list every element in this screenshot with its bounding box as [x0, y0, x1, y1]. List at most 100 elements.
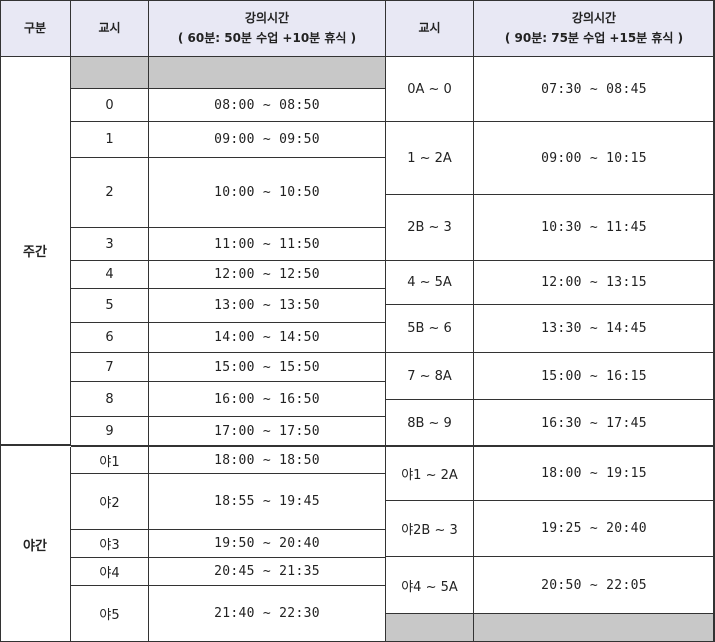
right-period-8: 야2B ~ 3: [386, 501, 474, 557]
left-time-15: 21:40 ~ 22:30: [149, 586, 386, 642]
right-period-6: 8B ~ 9: [386, 400, 474, 447]
right-period-label: 1 ~ 2A: [407, 150, 452, 166]
left-period-4: 3: [71, 228, 149, 261]
right-period-4: 5B ~ 6: [386, 305, 474, 353]
left-period-label: 야5: [99, 608, 120, 623]
header-period-left-label: 교시: [98, 21, 121, 35]
left-period-label: 야2: [99, 496, 120, 511]
left-period-label: 3: [105, 236, 114, 252]
left-period-3: 2: [71, 158, 149, 228]
right-time-3: 12:00 ~ 13:15: [474, 261, 715, 305]
header-time-left: 강의시간 ( 60분: 50분 수업 +10분 휴식 ): [149, 0, 386, 57]
left-time-1: 08:00 ~ 08:50: [149, 89, 386, 122]
right-period-9: 야4 ~ 5A: [386, 557, 474, 614]
left-time-2: 09:00 ~ 09:50: [149, 122, 386, 158]
left-period-12: 야2: [71, 474, 149, 530]
right-time-7: 18:00 ~ 19:15: [474, 447, 715, 501]
right-period-label: 5B ~ 6: [407, 321, 452, 336]
right-period-label: 8B ~ 9: [407, 415, 452, 431]
header-section-label: 구분: [23, 21, 47, 35]
left-period-label: 7: [105, 359, 114, 375]
left-time-label: 18:55 ~ 19:45: [214, 494, 320, 509]
right-period-5: 7 ~ 8A: [386, 353, 474, 400]
left-time-label: 20:45 ~ 21:35: [214, 564, 320, 579]
header-time-right: 강의시간 ( 90분: 75분 수업 +15분 휴식 ): [474, 0, 715, 57]
left-time-9: 16:00 ~ 16:50: [149, 382, 386, 417]
right-period-10: [386, 614, 474, 642]
left-period-label: 1: [105, 132, 114, 147]
left-time-label: 12:00 ~ 12:50: [214, 267, 320, 282]
right-time-6: 16:30 ~ 17:45: [474, 400, 715, 447]
right-time-label: 13:30 ~ 14:45: [541, 321, 647, 336]
header-time-left-title: 강의시간: [244, 11, 290, 25]
section-day: 주간: [0, 57, 71, 445]
left-time-7: 14:00 ~ 14:50: [149, 323, 386, 353]
left-time-5: 12:00 ~ 12:50: [149, 261, 386, 289]
right-time-label: 15:00 ~ 16:15: [541, 368, 647, 384]
right-time-label: 09:00 ~ 10:15: [541, 150, 647, 166]
left-time-label: 08:00 ~ 08:50: [214, 97, 320, 113]
right-time-2: 10:30 ~ 11:45: [474, 195, 715, 261]
header-period-right: 교시: [386, 0, 474, 57]
header-section: 구분: [0, 0, 71, 57]
left-period-label: 야3: [99, 538, 120, 553]
right-time-8: 19:25 ~ 20:40: [474, 501, 715, 557]
right-period-label: 야1 ~ 2A: [401, 468, 458, 483]
left-time-label: 16:00 ~ 16:50: [214, 391, 320, 407]
left-time-label: 17:00 ~ 17:50: [214, 424, 320, 439]
left-time-12: 18:55 ~ 19:45: [149, 474, 386, 530]
section-day-label: 주간: [23, 245, 47, 260]
left-time-label: 18:00 ~ 18:50: [214, 452, 320, 468]
right-period-7: 야1 ~ 2A: [386, 447, 474, 501]
right-period-1: 1 ~ 2A: [386, 122, 474, 195]
right-period-label: 야4 ~ 5A: [401, 579, 458, 595]
section-night: 야간: [0, 447, 71, 642]
left-time-label: 14:00 ~ 14:50: [214, 330, 320, 345]
header-time-left-sub: ( 60분: 50분 수업 +10분 휴식 ): [177, 31, 357, 45]
right-time-label: 12:00 ~ 13:15: [541, 275, 647, 290]
right-period-3: 4 ~ 5A: [386, 261, 474, 305]
left-period-label: 5: [105, 298, 114, 313]
left-period-label: 2: [105, 185, 114, 200]
left-period-6: 5: [71, 289, 149, 323]
header-period-right-label: 교시: [418, 21, 441, 35]
left-period-5: 4: [71, 261, 149, 289]
left-period-15: 야5: [71, 586, 149, 642]
right-time-label: 10:30 ~ 11:45: [541, 220, 647, 235]
right-period-label: 0A ~ 0: [407, 81, 452, 97]
left-period-label: 6: [105, 330, 114, 345]
right-period-label: 야2B ~ 3: [401, 523, 458, 538]
right-time-label: 19:25 ~ 20:40: [541, 521, 647, 536]
right-time-0: 07:30 ~ 08:45: [474, 57, 715, 122]
left-period-7: 6: [71, 323, 149, 353]
left-time-label: 21:40 ~ 22:30: [214, 606, 320, 621]
left-time-label: 09:00 ~ 09:50: [214, 132, 320, 147]
section-night-label: 야간: [23, 538, 47, 554]
left-time-label: 10:00 ~ 10:50: [214, 185, 320, 200]
header-time-right-title: 강의시간: [571, 11, 617, 25]
left-period-label: 4: [105, 267, 114, 282]
day-night-divider: [0, 445, 715, 446]
right-time-1: 09:00 ~ 10:15: [474, 122, 715, 195]
left-time-10: 17:00 ~ 17:50: [149, 417, 386, 447]
left-period-13: 야3: [71, 530, 149, 558]
right-period-0: 0A ~ 0: [386, 57, 474, 122]
right-time-label: 20:50 ~ 22:05: [541, 577, 647, 593]
left-period-14: 야4: [71, 558, 149, 586]
left-time-6: 13:00 ~ 13:50: [149, 289, 386, 323]
left-period-11: 야1: [71, 447, 149, 474]
right-time-label: 07:30 ~ 08:45: [541, 81, 647, 97]
left-period-label: 야1: [99, 454, 120, 470]
left-time-label: 11:00 ~ 11:50: [214, 236, 320, 252]
left-time-label: 13:00 ~ 13:50: [214, 298, 320, 313]
left-time-4: 11:00 ~ 11:50: [149, 228, 386, 261]
right-time-5: 15:00 ~ 16:15: [474, 353, 715, 400]
left-period-8: 7: [71, 353, 149, 382]
left-period-label: 0: [105, 97, 114, 113]
left-period-10: 9: [71, 417, 149, 447]
left-period-label: 9: [105, 424, 114, 439]
left-time-label: 15:00 ~ 15:50: [214, 359, 320, 375]
right-period-label: 4 ~ 5A: [407, 275, 452, 290]
right-period-2: 2B ~ 3: [386, 195, 474, 261]
